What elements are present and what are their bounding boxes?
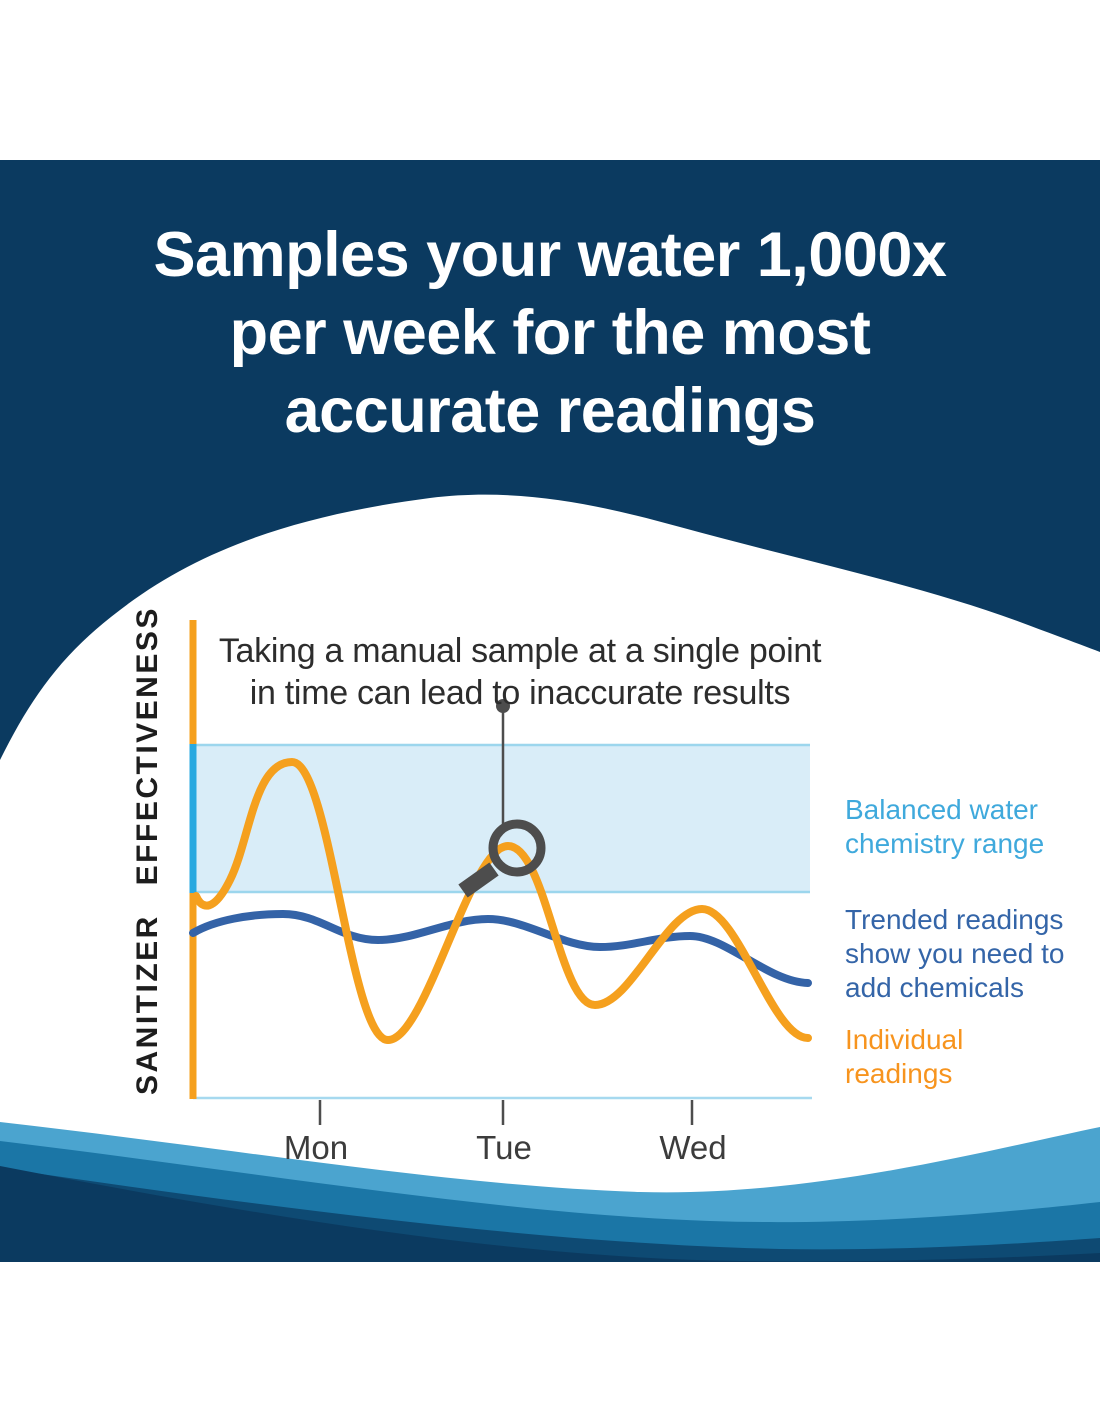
callout-dot (496, 699, 510, 713)
x-tick-label-mon: Mon (283, 1129, 349, 1166)
chart-annotation: Taking a manual sample at a single point… (195, 630, 845, 714)
page-title-line-2: per week for the most (229, 298, 871, 368)
chart-annotation-line-2: in time can lead to inaccurate results (249, 674, 791, 712)
y-axis-label: SANITIZER EFFECTIVENESS (131, 606, 164, 1095)
legend-individual-readings: Individual readings (845, 1023, 963, 1091)
legend-balanced-line-1: Balanced water (845, 794, 1039, 825)
page-title-line-1: Samples your water 1,000x (153, 220, 947, 290)
page-title-line-3: accurate readings (284, 376, 816, 446)
magnifier-icon (458, 819, 546, 898)
wave-layer-navy (0, 1166, 1100, 1262)
magnifier-handle (458, 862, 499, 898)
individual-readings-line (192, 757, 812, 1045)
legend-individual-line-1: Individual (845, 1024, 964, 1055)
legend-balanced-range: Balanced water chemistry range (845, 793, 1044, 861)
legend-trended-readings: Trended readings show you need to add ch… (845, 903, 1065, 1005)
legend-trended-line-3: add chemicals (845, 972, 1024, 1003)
x-tick-label-tue: Tue (476, 1129, 532, 1166)
legend-trended-line-1: Trended readings (845, 904, 1064, 935)
legend-balanced-line-2: chemistry range (845, 828, 1045, 859)
magnifier-lens (488, 819, 546, 877)
legend-trended-line-2: show you need to (845, 938, 1065, 969)
trended-readings-line (189, 909, 812, 987)
legend-individual-line-2: readings (845, 1058, 953, 1089)
x-tick-label-wed: Wed (659, 1129, 727, 1166)
chart-annotation-line-1: Taking a manual sample at a single point (218, 632, 822, 670)
page-title: Samples your water 1,000x per week for t… (0, 216, 1100, 450)
bottom-waves (0, 1122, 1100, 1262)
